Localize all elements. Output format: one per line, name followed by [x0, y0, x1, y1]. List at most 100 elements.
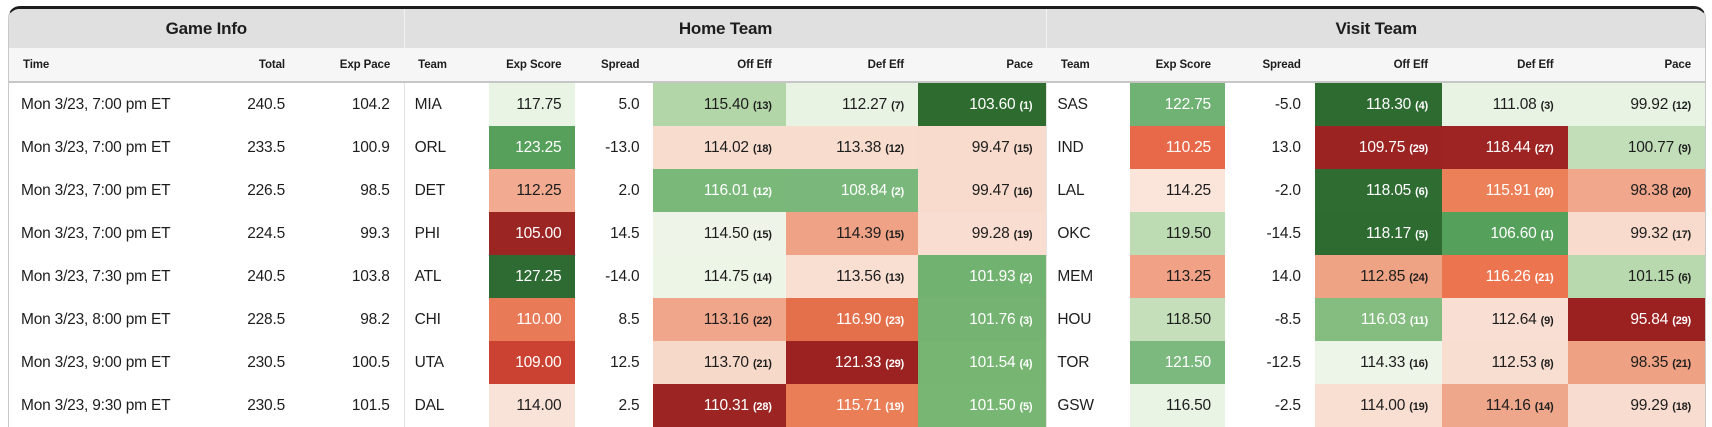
visit-exp-score-cell: 118.50 [1129, 298, 1225, 341]
home-spread-cell: -14.0 [605, 267, 640, 285]
home-def-eff-cell-rank: (29) [885, 357, 904, 370]
visit-off-eff-cell: 116.03 (11) [1314, 298, 1443, 341]
home-off-eff-cell-rank: (28) [752, 400, 772, 413]
home-off-eff-cell: 115.40 (13) [653, 82, 786, 126]
home-def-eff-cell-value: 116.90 [836, 310, 882, 328]
home-def-eff-cell-value: 115.71 [836, 396, 882, 414]
visit-pace-cell-value: 100.77 [1627, 138, 1675, 156]
home-team-cell: ORL [403, 126, 489, 169]
home-off-eff-cell-value: 114.02 [703, 138, 749, 156]
visit-pace-cell: 101.15 (6) [1567, 255, 1705, 298]
visit-def-eff-cell-value: 118.44 [1485, 138, 1531, 156]
visit-pace-cell-value: 99.29 [1630, 396, 1669, 414]
home-pace-cell-rank: (1) [1019, 99, 1033, 112]
visit-def-eff-cell: 111.08 (3) [1442, 82, 1568, 126]
col-header-time[interactable]: Time [9, 48, 223, 83]
visit-spread-cell: -2.0 [1274, 181, 1301, 199]
home-team-cell: DAL [403, 384, 489, 427]
col-header-visit-team[interactable]: Team [1046, 48, 1130, 83]
visit-def-eff-cell-rank: (8) [1540, 357, 1554, 370]
visit-def-eff-cell-rank: (1) [1540, 228, 1554, 241]
visit-exp-score-cell-value: 114.25 [1165, 181, 1211, 199]
visit-off-eff-cell-value: 118.30 [1365, 95, 1412, 113]
col-header-visit-off-eff[interactable]: Off Eff [1314, 48, 1443, 83]
visit-pace-cell-value: 95.84 [1630, 310, 1669, 328]
home-pace-cell: 99.28 (19) [918, 212, 1047, 255]
home-exp-score-cell-value: 114.00 [516, 396, 562, 414]
game-row: Mon 3/23, 9:30 pm ET 230.5 101.5 DAL 114.00 2… [9, 384, 1705, 427]
visit-off-eff-cell-value: 118.17 [1365, 224, 1412, 242]
visit-pace-cell: 100.77 (9) [1567, 126, 1705, 169]
col-header-home-def-eff[interactable]: Def Eff [785, 48, 918, 83]
home-off-eff-cell: 110.31 (28) [653, 384, 786, 427]
visit-exp-score-cell-value: 118.50 [1165, 310, 1211, 328]
visit-exp-score-cell-value: 110.25 [1165, 138, 1211, 156]
visit-exp-score-cell-value: 119.50 [1165, 224, 1211, 242]
home-team-cell: PHI [403, 212, 489, 255]
visit-pace-cell-value: 99.92 [1630, 95, 1669, 113]
home-off-eff-cell-value: 110.31 [703, 396, 749, 414]
home-def-eff-cell-value: 112.27 [841, 95, 888, 113]
visit-pace-cell-rank: (20) [1672, 185, 1691, 198]
visit-def-eff-cell-rank: (20) [1534, 185, 1554, 198]
visit-off-eff-cell-rank: (24) [1409, 271, 1429, 284]
exp-pace-cell: 98.5 [360, 181, 390, 199]
home-pace-cell-value: 101.50 [969, 396, 1016, 414]
home-def-eff-cell: 121.33 (29) [785, 341, 918, 384]
col-header-home-off-eff[interactable]: Off Eff [653, 48, 786, 83]
home-def-eff-cell: 113.56 (13) [785, 255, 918, 298]
home-spread-cell: 8.5 [618, 310, 640, 328]
games-table-body: Mon 3/23, 7:00 pm ET 240.5 104.2 MIA 117.75 5… [9, 82, 1705, 427]
visit-exp-score-cell-value: 113.25 [1165, 267, 1211, 285]
visit-off-eff-cell-rank: (11) [1409, 314, 1429, 327]
col-header-exp-pace[interactable]: Exp Pace [299, 48, 405, 83]
total-cell: 240.5 [247, 95, 285, 113]
total-cell: 233.5 [247, 138, 285, 156]
exp-pace-cell: 104.2 [351, 95, 390, 113]
visit-team-cell: LAL [1046, 169, 1130, 212]
home-pace-cell-rank: (4) [1019, 357, 1033, 370]
visit-pace-cell-rank: (18) [1672, 400, 1691, 413]
home-pace-cell-value: 99.47 [971, 181, 1010, 199]
home-team-cell: ATL [403, 255, 489, 298]
visit-pace-cell: 99.29 (18) [1567, 384, 1705, 427]
visit-off-eff-cell: 109.75 (29) [1314, 126, 1443, 169]
col-header-visit-def-eff[interactable]: Def Eff [1442, 48, 1568, 83]
col-header-visit-spread[interactable]: Spread [1224, 48, 1315, 83]
col-header-home-pace[interactable]: Pace [918, 48, 1047, 83]
home-pace-cell-rank: (16) [1013, 185, 1033, 198]
visit-team-cell: TOR [1046, 341, 1130, 384]
home-def-eff-cell: 116.90 (23) [785, 298, 918, 341]
home-pace-cell: 101.54 (4) [918, 341, 1047, 384]
home-pace-cell-value: 101.54 [969, 353, 1016, 371]
visit-off-eff-cell-rank: (16) [1409, 357, 1429, 370]
home-spread-cell: 2.0 [618, 181, 640, 199]
home-off-eff-cell-rank: (14) [752, 271, 772, 284]
game-row: Mon 3/23, 7:00 pm ET 233.5 100.9 ORL 123.25 -… [9, 126, 1705, 169]
visit-exp-score-cell: 116.50 [1129, 384, 1225, 427]
col-header-total[interactable]: Total [222, 48, 299, 83]
section-visit-team: Visit Team [1046, 9, 1705, 48]
col-header-home-exp-score[interactable]: Exp Score [488, 48, 576, 83]
visit-off-eff-cell-rank: (6) [1415, 185, 1429, 198]
home-spread-cell: -13.0 [605, 138, 640, 156]
col-header-visit-pace[interactable]: Pace [1567, 48, 1705, 83]
col-header-home-spread[interactable]: Spread [575, 48, 654, 83]
visit-off-eff-cell: 118.30 (4) [1314, 82, 1443, 126]
visit-off-eff-cell: 114.00 (19) [1314, 384, 1443, 427]
home-off-eff-cell-value: 116.01 [703, 181, 749, 199]
visit-spread-cell: -5.0 [1274, 95, 1301, 113]
col-header-home-team[interactable]: Team [404, 48, 489, 83]
visit-def-eff-cell-value: 111.08 [1492, 95, 1537, 113]
home-off-eff-cell-rank: (13) [752, 99, 772, 112]
visit-pace-cell-rank: (29) [1672, 314, 1691, 327]
visit-exp-score-cell: 114.25 [1129, 169, 1225, 212]
visit-pace-cell-rank: (17) [1672, 228, 1691, 241]
home-pace-cell: 101.76 (3) [918, 298, 1047, 341]
home-exp-score-cell-value: 117.75 [516, 95, 562, 113]
time-cell: Mon 3/23, 8:00 pm ET [21, 310, 171, 328]
home-def-eff-cell-rank: (2) [891, 185, 904, 198]
home-exp-score-cell: 123.25 [488, 126, 576, 169]
game-odds-table-card: Game Info Home Team Visit Team Time Tota… [8, 6, 1706, 427]
col-header-visit-exp-score[interactable]: Exp Score [1129, 48, 1225, 83]
